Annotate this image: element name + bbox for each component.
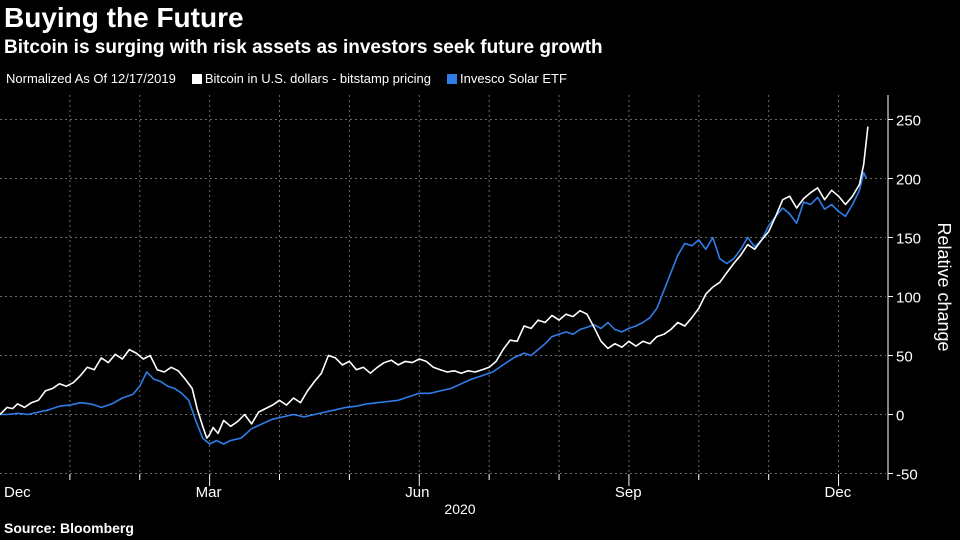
y-tick-label: 50 bbox=[896, 349, 913, 366]
x-tick-label: Jun bbox=[405, 484, 429, 501]
legend-swatch-solar-etf bbox=[446, 73, 457, 84]
x-tick-label: Sep bbox=[615, 484, 642, 501]
x-tick-label: Mar bbox=[196, 484, 222, 501]
y-tick-label: 0 bbox=[896, 408, 904, 425]
legend: Normalized As Of 12/17/2019 Bitcoin in U… bbox=[6, 71, 583, 86]
x-axis-year-label: 2020 bbox=[444, 501, 475, 517]
x-tick-label: Dec bbox=[4, 484, 31, 501]
legend-item-solar-etf: Invesco Solar ETF bbox=[446, 71, 567, 86]
x-axis: Dec Mar Jun Sep Dec bbox=[4, 474, 852, 501]
series-line-solar-etf bbox=[0, 171, 868, 445]
chart-subtitle: Bitcoin is surging with risk assets as i… bbox=[4, 37, 603, 58]
y-tick-label: 150 bbox=[896, 231, 921, 248]
chart-title: Buying the Future bbox=[4, 2, 244, 33]
legend-item-bitcoin: Bitcoin in U.S. dollars - bitstamp prici… bbox=[191, 71, 431, 86]
series-lines bbox=[0, 126, 869, 445]
legend-label-bitcoin: Bitcoin in U.S. dollars - bitstamp prici… bbox=[204, 71, 431, 86]
y-tick-label: 100 bbox=[896, 290, 921, 307]
y-tick-label: 250 bbox=[896, 113, 921, 130]
source-note: Source: Bloomberg bbox=[4, 520, 134, 536]
legend-swatch-bitcoin bbox=[191, 73, 202, 84]
y-tick-label: -50 bbox=[896, 467, 918, 484]
y-axis: 250 200 150 100 50 0 -50 bbox=[887, 95, 921, 484]
series-line-bitcoin bbox=[0, 126, 869, 439]
y-tick-label: 200 bbox=[896, 172, 921, 189]
x-tick-label: Dec bbox=[825, 484, 852, 501]
legend-normalized-label: Normalized As Of 12/17/2019 bbox=[6, 71, 176, 86]
legend-normalized-note: Normalized As Of 12/17/2019 bbox=[6, 71, 176, 86]
gridlines bbox=[0, 95, 886, 480]
legend-label-solar-etf: Invesco Solar ETF bbox=[459, 71, 567, 86]
y-axis-label: Relative change bbox=[934, 222, 954, 351]
